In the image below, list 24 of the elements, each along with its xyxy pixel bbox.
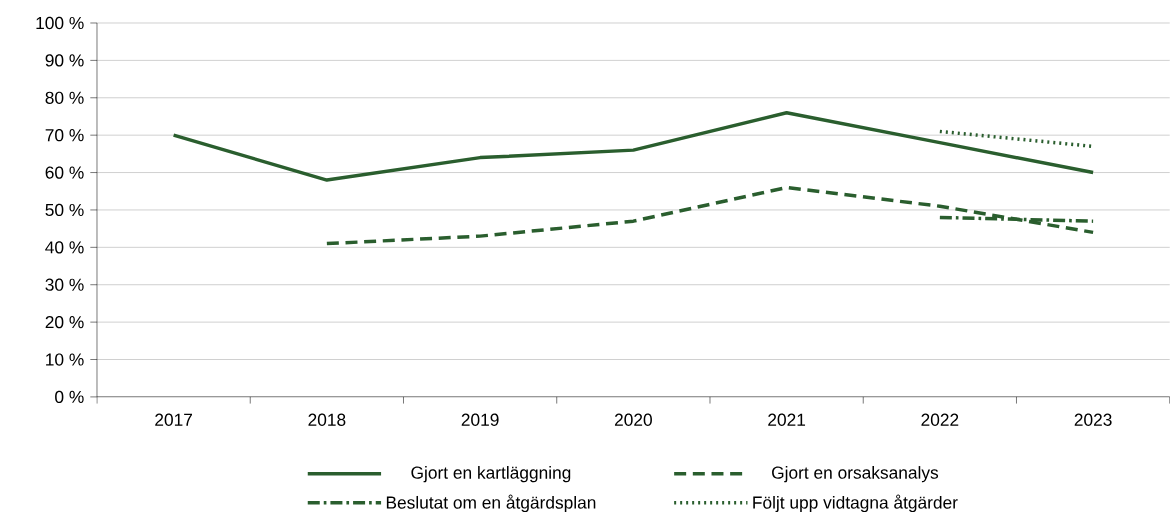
y-tick-label: 90 %: [45, 54, 84, 67]
legend-label: Gjort en orsaksanalys: [772, 466, 939, 483]
y-tick-label: 70 %: [45, 129, 84, 142]
x-tick-label: 2020: [614, 413, 652, 426]
x-tick-label: 2022: [921, 413, 959, 426]
x-tick-label: 2017: [155, 413, 192, 426]
y-tick-label: 30 %: [45, 278, 84, 291]
y-tick-label: 100 %: [36, 16, 84, 30]
y-tick-label: 50 %: [45, 203, 84, 217]
legend-label: Gjort en kartläggning: [411, 466, 571, 483]
line-series: [325, 185, 1095, 246]
y-tick-label: 60 %: [45, 166, 84, 179]
x-tick-label: 2023: [1074, 413, 1112, 426]
legend-label: Beslutat om en åtgärdsplan: [386, 494, 596, 513]
y-tick-label: 10 %: [46, 353, 84, 366]
x-tick-label: 2021: [768, 413, 806, 426]
y-tick-label: 40 %: [45, 241, 84, 254]
legend-label: Följt upp vidtagna åtgärder: [753, 494, 958, 513]
y-tick-label: 20 %: [45, 316, 84, 329]
line-series: [171, 111, 1095, 182]
x-tick-label: 2018: [308, 413, 346, 426]
x-tick-label: 2019: [461, 413, 499, 426]
y-tick-label: 80 %: [45, 91, 84, 104]
y-tick-label: 0 %: [55, 390, 84, 404]
